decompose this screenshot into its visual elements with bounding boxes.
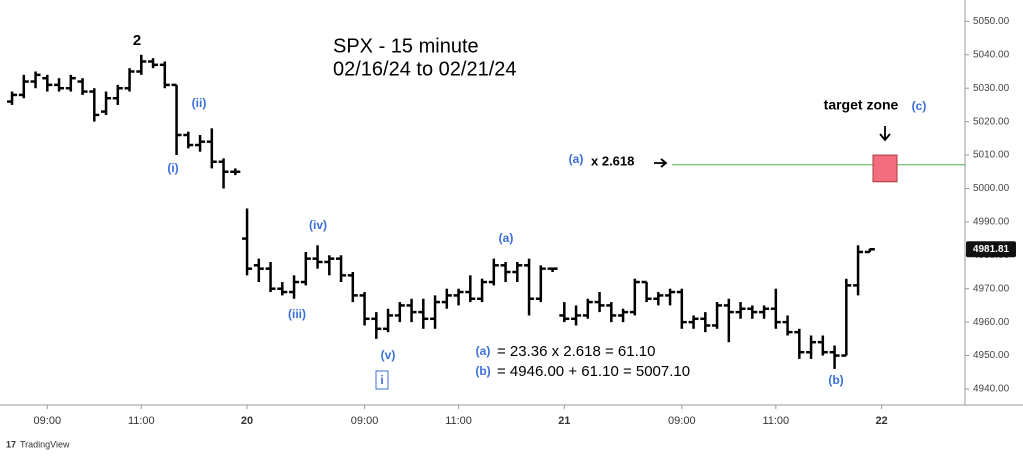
x-tick-label: 11:00	[445, 415, 472, 427]
annotation: target zone	[824, 97, 899, 113]
last-price-box	[966, 241, 1016, 258]
annotation: (b)	[828, 373, 843, 387]
annotation: (iii)	[288, 307, 306, 321]
chart-subtitle: 02/16/24 to 02/21/24	[333, 58, 517, 80]
arrow-down	[879, 126, 891, 142]
source-label: TradingView	[20, 439, 70, 449]
x-tick-label: 22	[875, 415, 887, 427]
annotation: = 23.36 x 2.618 = 61.10	[497, 343, 655, 360]
annotation: (i)	[167, 161, 178, 175]
chart-title: SPX - 15 minute	[333, 35, 479, 57]
annotation: = 4946.00 + 61.10 = 5007.10	[497, 363, 690, 380]
x-tick-label: 09:00	[351, 415, 379, 427]
y-tick-label: 5050.00	[973, 16, 1010, 27]
x-tick-label: 09:00	[668, 415, 696, 427]
y-tick-label: 5020.00	[973, 116, 1010, 127]
y-tick-label: 4990.00	[973, 217, 1010, 228]
y-tick-label: 5030.00	[973, 83, 1010, 94]
wave-box	[375, 370, 389, 390]
y-tick-label: 4970.00	[973, 283, 1010, 294]
y-tick-label: 5000.00	[973, 183, 1010, 194]
annotation: i	[380, 373, 383, 387]
annotation: (ii)	[192, 96, 207, 110]
x-tick-label: 21	[558, 415, 570, 427]
annotation: (b)	[475, 364, 490, 378]
last-price-label: 4981.81	[973, 244, 1010, 255]
annotation: (a)	[499, 231, 514, 245]
x-tick-label: 20	[241, 415, 253, 427]
arrow-right	[654, 158, 668, 168]
x-tick-label: 09:00	[34, 415, 62, 427]
y-tick-label: 5010.00	[973, 150, 1010, 161]
annotation: (c)	[912, 99, 927, 113]
y-tick-label: 4960.00	[973, 317, 1010, 328]
annotation: 2	[133, 32, 141, 49]
annotation: (a)	[476, 344, 491, 358]
x-tick-label: 11:00	[762, 415, 789, 427]
logo: 17	[6, 439, 16, 449]
x-tick-label: 11:00	[128, 415, 155, 427]
annotation: (a)	[569, 152, 584, 166]
annotation: (iv)	[309, 218, 327, 232]
annotation: (v)	[381, 348, 396, 362]
target-zone	[872, 154, 898, 183]
y-tick-label: 5040.00	[973, 49, 1010, 60]
y-tick-label: 4950.00	[973, 350, 1010, 361]
y-tick-label: 4940.00	[973, 384, 1010, 395]
annotation: x 2.618	[591, 153, 634, 168]
